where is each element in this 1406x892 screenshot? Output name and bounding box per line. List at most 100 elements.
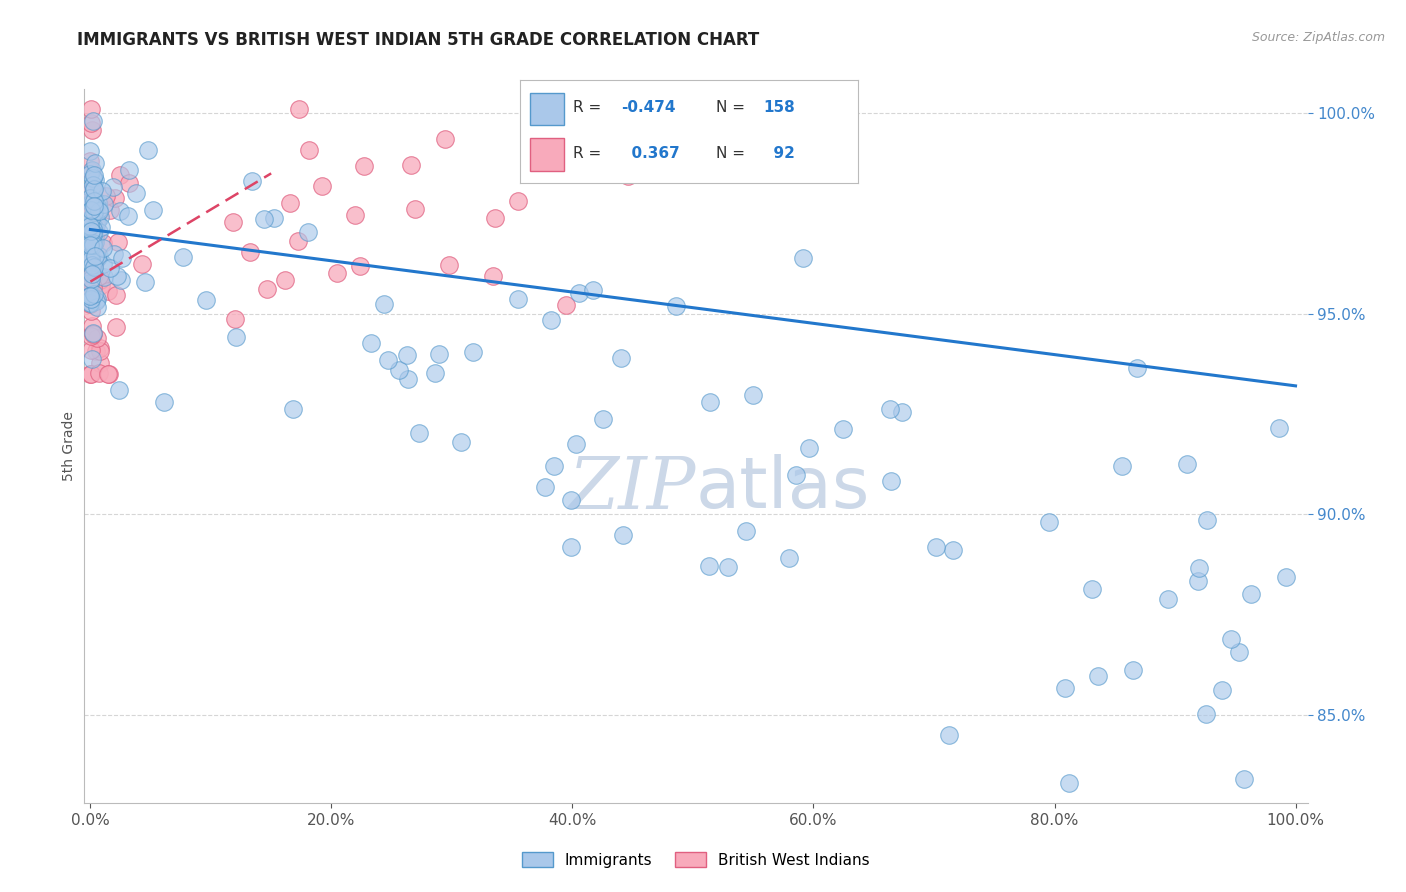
Point (734, 524, 756, 539)
Point (79, 219, 101, 234)
Point (343, 208, 366, 222)
Point (1187, 574, 1209, 588)
Point (82, 216, 104, 230)
Point (82, 227, 104, 242)
Point (79, 207, 101, 221)
Point (153, 394, 176, 409)
Point (404, 202, 426, 217)
Point (1157, 592, 1180, 607)
Point (107, 235, 129, 249)
Text: N =: N = (716, 101, 749, 115)
Point (938, 728, 960, 742)
Point (87, 195, 110, 210)
Point (79, 280, 101, 294)
Point (79, 204, 101, 219)
Y-axis label: 5th Grade: 5th Grade (62, 411, 76, 481)
Point (79, 163, 101, 178)
Point (84, 255, 107, 269)
Point (80, 195, 103, 210)
Point (83, 286, 105, 301)
Point (83, 181, 105, 195)
Point (83, 235, 105, 249)
Point (79, 153, 101, 168)
Point (349, 259, 371, 273)
Point (84, 343, 107, 358)
Point (107, 384, 129, 398)
Point (281, 401, 304, 416)
Point (1268, 421, 1291, 435)
Point (79, 203, 101, 218)
Point (396, 372, 419, 386)
Point (79, 256, 101, 270)
Point (1211, 682, 1233, 697)
Point (699, 395, 721, 409)
Text: R =: R = (572, 101, 606, 115)
Bar (530, 93, 564, 126)
Point (89, 356, 111, 370)
Point (80, 343, 103, 358)
Point (90, 277, 112, 292)
Text: 158: 158 (763, 101, 794, 115)
Point (79, 218, 101, 232)
Point (89, 202, 111, 216)
Point (79, 222, 101, 236)
Text: atlas: atlas (696, 454, 870, 524)
Point (84, 173, 107, 187)
Point (80, 225, 103, 239)
Point (84, 229, 107, 244)
Point (79, 193, 101, 207)
Point (91, 235, 114, 250)
Point (1081, 582, 1104, 596)
Point (1121, 663, 1143, 677)
Point (79, 115, 101, 129)
Point (1059, 776, 1081, 790)
Point (742, 387, 765, 401)
Point (79, 203, 101, 218)
Point (87, 249, 110, 263)
Point (79, 191, 101, 205)
Point (83, 181, 105, 195)
Point (89, 272, 111, 286)
Point (925, 540, 948, 554)
Point (461, 345, 484, 359)
Text: 0.367: 0.367 (621, 145, 681, 161)
Point (1087, 669, 1109, 683)
Point (93, 269, 115, 284)
Point (94, 188, 117, 202)
Point (80, 252, 103, 266)
Point (105, 269, 128, 284)
Point (93, 197, 115, 211)
Legend: Immigrants, British West Indians: Immigrants, British West Indians (516, 846, 876, 873)
Point (82, 178, 104, 193)
Point (560, 492, 582, 507)
Point (82, 219, 104, 233)
Point (697, 559, 720, 574)
Point (98, 367, 121, 381)
Point (104, 287, 127, 301)
Point (79, 367, 101, 381)
Point (80, 213, 103, 227)
Point (79, 219, 101, 234)
Point (797, 441, 820, 455)
Text: ZIP: ZIP (568, 453, 696, 524)
Point (222, 214, 245, 228)
Point (82, 114, 104, 128)
Point (86, 215, 108, 229)
Point (86, 251, 108, 265)
Point (83, 249, 105, 263)
Point (778, 551, 800, 566)
Point (79, 145, 101, 159)
Point (142, 202, 165, 217)
Point (80, 319, 103, 334)
Point (263, 211, 285, 226)
Point (86, 292, 108, 306)
Point (82, 226, 104, 240)
Point (117, 176, 139, 190)
Point (134, 275, 156, 289)
Point (82, 221, 104, 235)
Point (82, 327, 104, 342)
Point (311, 179, 333, 194)
Point (79, 329, 101, 343)
Point (1275, 570, 1298, 584)
Point (80, 367, 103, 381)
